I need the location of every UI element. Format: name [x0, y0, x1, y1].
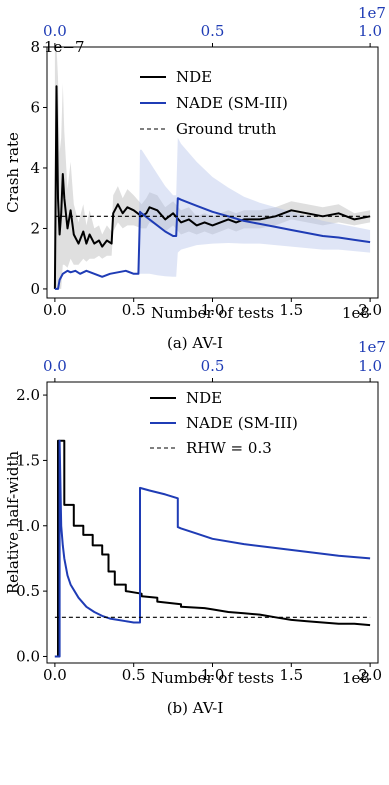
x-axis-offset-label: 1e8 — [342, 304, 370, 322]
x-tick-label: 1.0 — [201, 301, 225, 319]
top-x-tick-label: 1.0 — [358, 22, 382, 40]
y-tick-label: 1.5 — [16, 451, 40, 469]
top-x-tick-label: 0.5 — [201, 22, 225, 40]
x-tick-label: 0.0 — [43, 301, 67, 319]
top-axis-offset-label: 1e7 — [358, 338, 386, 356]
top-axis-offset-label: 1e7 — [358, 4, 386, 22]
y-tick-label: 6 — [30, 98, 40, 116]
plot-area — [54, 439, 371, 658]
confidence-band-nde — [54, 47, 371, 289]
x-tick-label: 2.0 — [358, 666, 382, 684]
x-tick-label: 1.5 — [279, 666, 303, 684]
x-tick-label: 1.5 — [279, 301, 303, 319]
x-axis-label: Number of tests — [151, 669, 274, 687]
figure-caption: (a) AV-I — [167, 334, 223, 352]
legend-label: NADE (SM-III) — [176, 94, 288, 112]
confidence-band-nade — [54, 137, 371, 289]
top-x-tick-label: 0.5 — [201, 357, 225, 375]
y-tick-label: 8 — [30, 38, 40, 56]
legend-label: NDE — [176, 68, 212, 86]
legend-label: NADE (SM-III) — [186, 414, 298, 432]
y-tick-label: 0.0 — [16, 647, 40, 665]
y-tick-label: 4 — [30, 159, 40, 177]
x-axis-offset-label: 1e8 — [342, 669, 370, 687]
x-tick-label: 1.0 — [201, 666, 225, 684]
legend-label: NDE — [186, 389, 222, 407]
nde-series-line — [54, 439, 371, 658]
figure-caption: (b) AV-I — [167, 699, 224, 717]
x-tick-label: 0.5 — [122, 666, 146, 684]
y-tick-label: 0 — [30, 280, 40, 298]
y-tick-label: 0.5 — [16, 582, 40, 600]
y-axis-label: Relative half-width — [4, 451, 22, 595]
top-x-tick-label: 0.0 — [43, 22, 67, 40]
x-tick-label: 0.5 — [122, 301, 146, 319]
y-tick-label: 2.0 — [16, 386, 40, 404]
x-tick-label: 0.0 — [43, 666, 67, 684]
y-tick-label: 2 — [30, 219, 40, 237]
panel-b-relative-half-width-chart: 0.0 0.5 1.0 1.5 2.00.00.51.01.52.00.0 0.5 1.01… — [4, 338, 386, 717]
panel-a-crash-rate-chart: 0.00.51.01.52.0024680.00.51.01.52.01e7Nu… — [4, 4, 386, 352]
nade-series-line — [54, 439, 371, 658]
y-axis-offset-label: 1e−7 — [44, 38, 85, 56]
x-axis-label: Number of tests — [151, 304, 274, 322]
top-x-tick-label: 1.0 — [358, 357, 382, 375]
y-tick-label: 1.0 — [16, 517, 40, 535]
x-tick-label: 2.0 — [358, 301, 382, 319]
y-axis-label: Crash rate — [4, 132, 22, 213]
top-x-tick-label: 0.0 — [43, 357, 67, 375]
axes-frame — [46, 46, 379, 299]
legend-label: RHW = 0.3 — [186, 439, 272, 457]
nde-series-line — [53, 85, 371, 289]
nade-series-line — [54, 197, 371, 290]
plot-area — [53, 47, 371, 290]
legend-label: Ground truth — [176, 120, 277, 138]
